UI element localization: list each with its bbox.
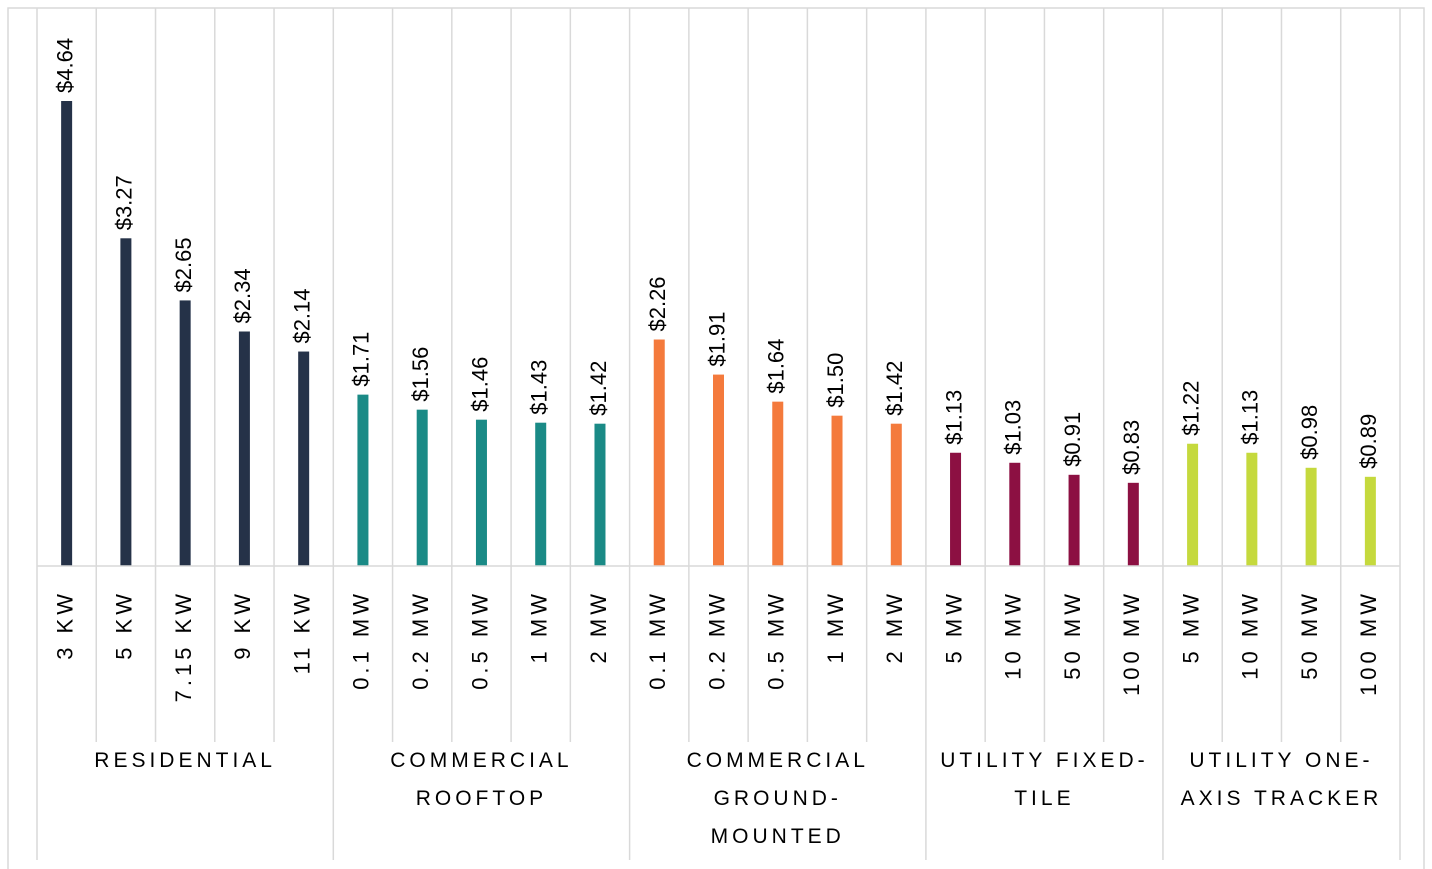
x-tick-label: 10 MW [1001,590,1026,680]
x-tick-label: 7.15 KW [171,590,196,702]
bar [298,351,310,566]
value-label: $1.42 [882,361,907,416]
x-tick-label: 50 MW [1297,590,1322,680]
x-tick-label: 5 MW [941,590,966,663]
value-label: $0.98 [1297,405,1322,460]
group-label: COMMERCIAL ROOFTOP [390,749,573,810]
bar [772,401,784,566]
x-tick-label: 2 MW [882,590,907,663]
bar [1246,452,1258,566]
bar [1009,462,1021,566]
bar [61,101,73,566]
bar [120,238,132,566]
value-label: $1.43 [527,360,552,415]
bar [1364,476,1376,566]
bar [535,422,547,566]
x-tick-label: 1 MW [527,590,552,663]
bar [950,452,962,566]
value-label: $1.13 [1238,390,1263,445]
bar [179,300,191,566]
x-tick-label: 5 MW [1178,590,1203,663]
value-label: $0.83 [1119,420,1144,475]
value-label: $1.71 [349,332,374,387]
group-label: UTILITY ONE-AXIS TRACKER [1180,749,1383,810]
x-tick-label: 0.5 MW [764,590,789,690]
bar [416,409,428,566]
x-tick-label: 0.2 MW [704,590,729,690]
value-label: $1.13 [941,390,966,445]
value-label: $1.46 [467,357,492,412]
group-label: UTILITY FIXED-TILE [940,749,1149,810]
value-label: $2.65 [171,237,196,292]
value-label: $0.89 [1356,414,1381,469]
x-tick-label: 0.1 MW [645,590,670,690]
value-label: $2.26 [645,276,670,331]
x-tick-label: 100 MW [1119,590,1144,696]
value-label: $1.50 [823,353,848,408]
value-label: $2.14 [289,288,314,343]
x-tick-label: 3 KW [52,590,77,660]
x-tick-label: 9 KW [230,590,255,660]
chart-border [7,7,1425,869]
value-label: $0.91 [1060,412,1085,467]
value-label: $1.56 [408,347,433,402]
bar [357,394,369,566]
value-label: $1.91 [704,312,729,367]
group-label: COMMERCIAL GROUND-MOUNTED [686,749,869,848]
bar [1068,474,1080,566]
bar [238,331,250,566]
value-label: $2.34 [230,268,255,323]
x-tick-label: 1 MW [823,590,848,663]
x-tick-label: 0.5 MW [467,590,492,690]
x-tick-label: 0.2 MW [408,590,433,690]
bar [475,419,487,566]
bar [713,374,724,566]
x-tick-label: 5 KW [112,590,137,660]
bar [653,339,665,566]
x-tick-label: 10 MW [1238,590,1263,680]
bar [1305,467,1317,566]
bar [890,423,902,566]
value-label: $4.64 [52,38,77,93]
x-tick-label: 100 MW [1356,590,1381,696]
bar [594,423,606,566]
bar [1127,482,1139,566]
x-tick-label: 50 MW [1060,590,1085,680]
bar [831,415,843,566]
value-label: $1.22 [1178,381,1203,436]
group-label: RESIDENTIAL [94,749,276,772]
bar [1187,443,1199,566]
value-label: $3.27 [112,175,137,230]
value-label: $1.64 [764,339,789,394]
x-tick-label: 2 MW [586,590,611,663]
x-tick-label: 11 KW [289,590,314,674]
value-label: $1.03 [1001,400,1026,455]
x-tick-label: 0.1 MW [349,590,374,690]
value-label: $1.42 [586,361,611,416]
